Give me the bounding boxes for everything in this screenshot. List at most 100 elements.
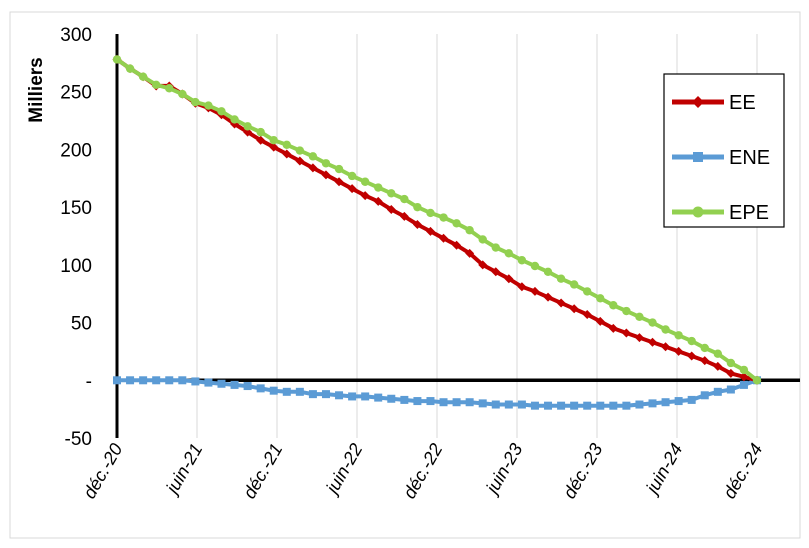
data-point — [425, 226, 435, 236]
data-point — [439, 233, 449, 243]
y-tick-label: 150 — [60, 198, 92, 219]
data-point — [439, 398, 448, 407]
data-point — [321, 390, 330, 399]
y-tick-label: 50 — [71, 314, 92, 335]
data-point — [204, 378, 213, 387]
data-point — [530, 286, 540, 296]
y-axis-ticks: 300 250 200 150 100 50 - -50 — [60, 25, 92, 450]
data-point — [557, 401, 566, 410]
data-point — [347, 184, 357, 194]
data-point — [569, 280, 579, 289]
data-point — [543, 267, 553, 276]
data-point — [687, 395, 696, 404]
data-point — [360, 191, 370, 201]
axes — [115, 34, 800, 438]
data-point — [295, 146, 305, 155]
data-point — [713, 349, 723, 358]
data-point — [295, 156, 305, 166]
data-point — [321, 159, 331, 168]
x-axis-ticks: déc.-20 juin-21 déc.-21 juin-22 déc.-22 juin-… — [79, 440, 766, 502]
chart-border — [9, 11, 801, 539]
data-point — [374, 393, 383, 402]
data-point — [622, 306, 631, 316]
data-point — [504, 274, 514, 284]
data-point — [230, 380, 239, 389]
data-point — [530, 261, 540, 271]
data-point — [165, 376, 174, 385]
data-point — [256, 127, 265, 137]
y-tick-label: 200 — [60, 140, 92, 161]
data-point — [152, 376, 161, 385]
data-point — [726, 368, 736, 378]
data-point — [373, 196, 383, 206]
data-point — [661, 325, 670, 334]
data-point — [374, 183, 383, 192]
data-point — [413, 397, 422, 406]
data-point — [243, 122, 252, 131]
data-point — [544, 401, 553, 410]
data-point — [387, 189, 396, 198]
y-tick-label: -50 — [65, 429, 92, 450]
data-point — [635, 312, 644, 321]
data-point — [634, 333, 644, 343]
data-point — [608, 323, 618, 333]
data-point — [478, 260, 488, 270]
legend-marker — [692, 96, 704, 108]
data-point — [465, 226, 474, 235]
data-point — [583, 287, 592, 296]
data-point — [282, 387, 291, 396]
data-point — [570, 401, 579, 410]
data-point — [465, 398, 474, 407]
legend-item-ene: ENE — [672, 147, 770, 169]
data-point — [334, 164, 344, 174]
x-tick-label: déc.-21 — [239, 440, 286, 502]
data-point — [269, 386, 278, 395]
data-point — [399, 211, 409, 221]
data-point — [334, 177, 344, 187]
legend-label: EE — [729, 92, 756, 114]
data-point — [674, 397, 683, 406]
x-tick-label: déc.-24 — [719, 440, 766, 502]
data-point — [648, 318, 657, 327]
y-tick-label: - — [86, 371, 92, 392]
data-point — [504, 249, 514, 258]
x-tick-label: juin-24 — [641, 440, 687, 499]
data-point — [556, 298, 566, 308]
data-point — [400, 395, 409, 404]
data-point — [452, 219, 461, 228]
data-point — [504, 400, 513, 409]
data-point — [648, 399, 657, 408]
data-point — [387, 394, 396, 403]
data-point — [308, 163, 318, 173]
data-point — [595, 316, 605, 326]
data-point — [191, 97, 200, 107]
data-point — [282, 149, 292, 159]
legend-item-ee: EE — [672, 92, 756, 114]
data-point — [713, 387, 722, 396]
data-point — [739, 380, 748, 389]
data-point — [113, 376, 121, 385]
data-point — [400, 194, 409, 204]
data-point — [439, 213, 448, 222]
data-point — [700, 356, 710, 366]
data-point — [361, 392, 370, 401]
data-point — [243, 382, 252, 391]
data-point — [256, 384, 265, 393]
data-point — [530, 401, 539, 410]
data-point — [321, 170, 331, 180]
legend-items: EE ENE EPE — [672, 92, 770, 224]
data-point — [739, 365, 749, 375]
data-point — [151, 80, 161, 89]
data-point — [609, 301, 618, 310]
data-point — [517, 282, 527, 292]
data-point — [217, 379, 226, 388]
data-point — [609, 401, 618, 410]
data-point — [347, 171, 357, 181]
data-point — [204, 101, 213, 110]
series-epe — [112, 55, 762, 385]
data-point — [635, 400, 644, 409]
data-point — [256, 135, 266, 145]
data-point — [739, 372, 749, 382]
x-tick-label: juin-22 — [321, 440, 367, 499]
data-point — [687, 336, 696, 346]
